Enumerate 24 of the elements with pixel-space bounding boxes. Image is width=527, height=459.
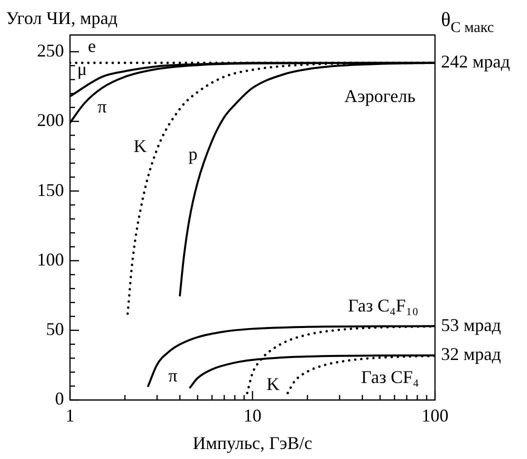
y-axis-title: Угол ЧИ, мрад: [6, 8, 118, 28]
annotation: Газ C₄F₁₀: [348, 296, 418, 316]
y-tick-label: 100: [37, 249, 64, 270]
y-tick-label: 50: [46, 319, 64, 340]
y-tick-label: 150: [37, 180, 64, 200]
y-tick-label: 250: [37, 40, 64, 60]
annotation: e: [88, 36, 96, 56]
annotation: Газ CF₄: [361, 366, 420, 387]
annotation: μ: [77, 58, 87, 79]
annotation: K: [134, 136, 147, 156]
annotation: π: [168, 366, 178, 386]
y-tick-label: 200: [37, 110, 64, 130]
x-tick-label: 100: [422, 406, 448, 426]
x-axis-title: Импульс, ГэВ/c: [192, 432, 312, 453]
annotation: p: [188, 144, 198, 164]
annotation: K: [266, 374, 280, 394]
x-tick-label: 10: [244, 406, 262, 426]
annotation: π: [98, 96, 107, 117]
y2-tick-label: 53 мрад: [441, 314, 502, 335]
y2-tick-label: 32 мрад: [441, 344, 502, 364]
annotation: Аэрогель: [344, 86, 416, 106]
y2-tick-label: 242 мрад: [441, 52, 510, 72]
y-tick-label: 0: [55, 388, 64, 409]
x-tick-label: 1: [66, 406, 74, 426]
